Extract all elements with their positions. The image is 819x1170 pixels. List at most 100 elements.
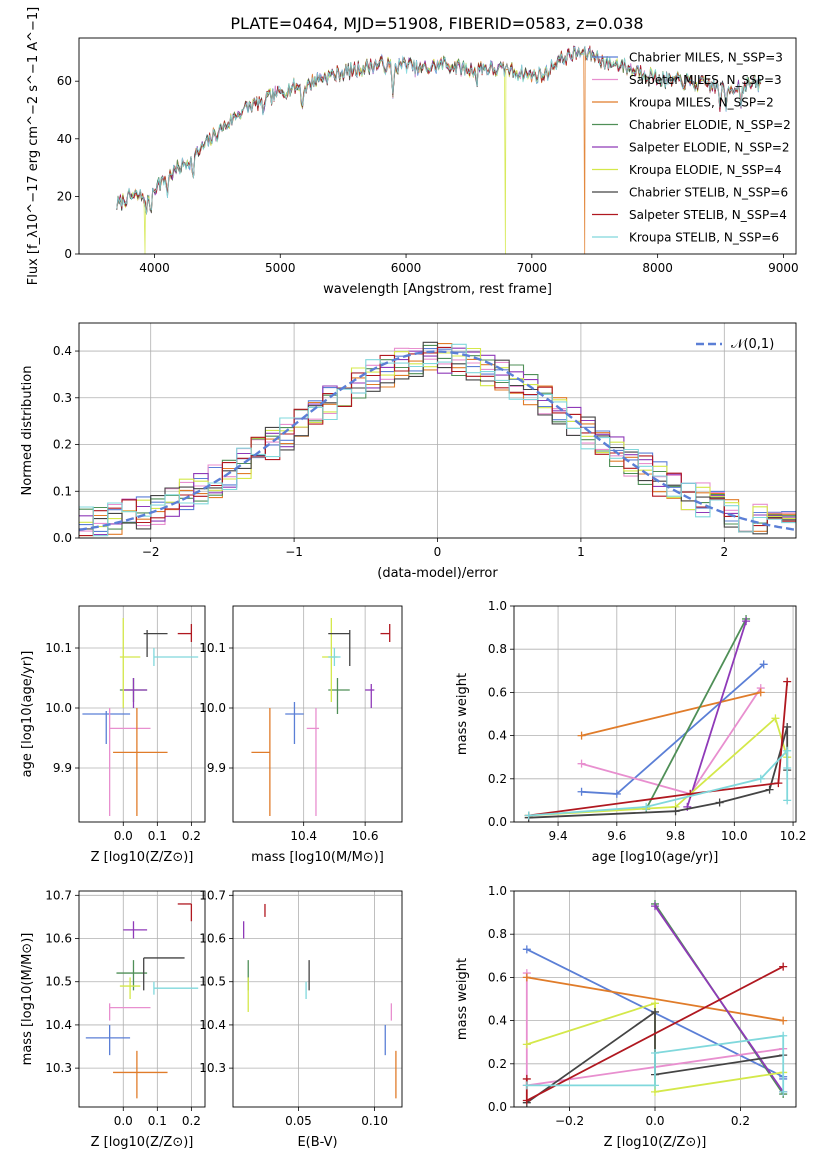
weight-line-salpeter_miles bbox=[581, 687, 762, 795]
plot-area-mass_vs_Z bbox=[85, 903, 199, 1099]
errorbar-kroupa_stelib bbox=[153, 981, 199, 995]
weight-line-salpeter_elodie bbox=[686, 620, 747, 808]
errorbar-salpeter_elodie bbox=[123, 678, 148, 708]
y-axis-label: mass [log10(M/M⊙)] bbox=[20, 933, 35, 1066]
axes-frame bbox=[513, 605, 797, 823]
x-tick-label: 9.6 bbox=[607, 829, 626, 843]
weight-marker-kroupa_stelib bbox=[651, 1081, 659, 1090]
errorbar-chabrier_stelib bbox=[328, 630, 351, 666]
plot-area-mass_vs_ebv bbox=[243, 903, 397, 1099]
chart-spectrum: 4000 5000 6000 7000 8000 9000 0 20 40 60 wavelengt… bbox=[26, 7, 799, 297]
weight-marker-kroupa_elodie bbox=[771, 714, 780, 723]
weight-marker-chabrier_stelib bbox=[651, 1007, 659, 1016]
weight-line-chabrier_stelib bbox=[528, 726, 789, 819]
normal-curve bbox=[79, 350, 796, 531]
chart-age_vs_mass: 10.4 10.6 9.9 10.0 10.1 mass [log10(M/M⊙)] bbox=[199, 605, 403, 865]
weight-marker-kroupa_stelib bbox=[651, 1049, 659, 1057]
weight-marker-chabrier_stelib bbox=[715, 798, 724, 807]
y-tick-label: 10.1 bbox=[199, 641, 226, 655]
x-axis-label: Z [log10(Z/Z⊙)] bbox=[91, 1135, 194, 1150]
x-tick-label: −0.2 bbox=[555, 1114, 584, 1128]
y-axis-label: mass weight bbox=[455, 958, 470, 1040]
x-tick-label: −1 bbox=[285, 545, 303, 559]
weight-marker-chabrier_miles bbox=[612, 789, 621, 798]
weight-line-kroupa_miles bbox=[526, 976, 784, 1022]
y-tick-label: 0.2 bbox=[488, 772, 507, 786]
x-tick-label: 0 bbox=[434, 545, 442, 559]
axes-frame bbox=[78, 37, 797, 255]
y-tick-label: 0.4 bbox=[488, 1014, 507, 1028]
y-tick-label: 1.0 bbox=[488, 884, 507, 898]
y-tick-label: 0.0 bbox=[53, 531, 72, 545]
y-tick-label: 0.6 bbox=[488, 685, 507, 699]
errorbar-kroupa_stelib bbox=[328, 648, 341, 666]
y-tick-label: 10.1 bbox=[45, 641, 72, 655]
y-tick-label: 1.0 bbox=[488, 599, 507, 613]
weight-marker-kroupa_stelib bbox=[783, 746, 792, 755]
legend-label-salpeter_stelib: Salpeter STELIB, N_SSP=4 bbox=[629, 208, 787, 222]
x-tick-label: 9.8 bbox=[666, 829, 685, 843]
weight-marker-kroupa_stelib bbox=[642, 802, 651, 811]
x-tick-label: 8000 bbox=[642, 261, 673, 275]
y-tick-label: 10.7 bbox=[199, 888, 226, 902]
axes-frame bbox=[78, 322, 797, 539]
x-axis-label: E(B-V) bbox=[297, 1135, 337, 1150]
weight-line-kroupa_elodie bbox=[528, 716, 789, 817]
x-tick-label: 5000 bbox=[265, 261, 296, 275]
histogram-kroupa_stelib bbox=[79, 343, 796, 537]
x-axis-label: (data-model)/error bbox=[377, 566, 498, 581]
errorbar-chabrier_elodie bbox=[116, 960, 148, 991]
errorbar-salpeter_miles bbox=[108, 1003, 151, 1021]
errorbar-salpeter_elodie bbox=[365, 684, 375, 708]
y-tick-label: 10.4 bbox=[199, 1018, 226, 1032]
y-tick-label: 60 bbox=[57, 74, 72, 88]
legend-label-salpeter_miles: Salpeter MILES, N_SSP=3 bbox=[629, 73, 782, 87]
errorbar-kroupa_elodie bbox=[119, 977, 141, 999]
y-tick-label: 10.3 bbox=[45, 1061, 72, 1075]
x-tick-label: 0.10 bbox=[361, 1114, 388, 1128]
plot-area-weight_vs_age bbox=[524, 614, 792, 822]
y-tick-label: 10.0 bbox=[45, 701, 72, 715]
y-tick-label: 40 bbox=[57, 132, 72, 146]
y-tick-label: 0.6 bbox=[488, 970, 507, 984]
weight-marker-salpeter_stelib bbox=[522, 1096, 531, 1105]
errorbar-chabrier_miles bbox=[285, 702, 304, 744]
y-tick-label: 9.9 bbox=[207, 761, 226, 775]
weight-marker-kroupa_stelib bbox=[779, 1031, 788, 1040]
y-tick-label: 20 bbox=[57, 189, 72, 203]
y-axis-label: Normed distribution bbox=[20, 366, 35, 496]
y-tick-label: 10.7 bbox=[45, 888, 72, 902]
legend-label-chabrier_elodie: Chabrier ELODIE, N_SSP=2 bbox=[629, 118, 791, 132]
legend-label-normal: 𝒩(0,1) bbox=[731, 337, 774, 352]
weight-marker-salpeter_stelib bbox=[783, 677, 792, 686]
x-axis-label: age [log10(age/yr)] bbox=[592, 850, 719, 865]
y-tick-label: 0.0 bbox=[488, 1100, 507, 1114]
weight-marker-salpeter_stelib bbox=[779, 962, 788, 971]
x-tick-label: −2 bbox=[142, 545, 160, 559]
weight-marker-kroupa_stelib bbox=[783, 764, 792, 772]
x-tick-label: 10.2 bbox=[780, 829, 807, 843]
x-tick-label: 4000 bbox=[139, 261, 170, 275]
y-tick-label: 9.9 bbox=[53, 761, 72, 775]
weight-marker-kroupa_miles bbox=[756, 688, 765, 697]
histogram-chabrier_stelib bbox=[79, 341, 796, 535]
weight-marker-chabrier_stelib bbox=[765, 785, 774, 794]
y-axis-label: Flux [f_λ10^−17 erg cm^−2 s^−1 A^−1] bbox=[26, 7, 41, 285]
x-tick-label: 10.4 bbox=[290, 829, 317, 843]
spectrum-legend: Chabrier MILES, N_SSP=3 Salpeter MILES, N… bbox=[592, 51, 791, 245]
x-tick-label: 9000 bbox=[768, 261, 799, 275]
x-axis-label: mass [log10(M/M⊙)] bbox=[251, 850, 384, 865]
weight-marker-chabrier_miles bbox=[577, 787, 586, 796]
weight-marker-chabrier_stelib bbox=[783, 722, 792, 731]
y-tick-label: 10.5 bbox=[45, 975, 72, 989]
legend-label-kroupa_elodie: Kroupa ELODIE, N_SSP=4 bbox=[629, 163, 782, 177]
y-tick-label: 0.4 bbox=[53, 344, 72, 358]
axes-frame bbox=[232, 890, 403, 1108]
weight-marker-kroupa_stelib bbox=[524, 811, 533, 820]
y-tick-label: 10.4 bbox=[45, 1018, 72, 1032]
weight-marker-salpeter_stelib bbox=[774, 779, 783, 788]
weight-marker-kroupa_stelib bbox=[756, 774, 765, 783]
y-tick-label: 10.6 bbox=[45, 932, 72, 946]
plot-area-spectrum bbox=[116, 45, 762, 254]
errorbar-salpeter_stelib bbox=[177, 624, 193, 642]
